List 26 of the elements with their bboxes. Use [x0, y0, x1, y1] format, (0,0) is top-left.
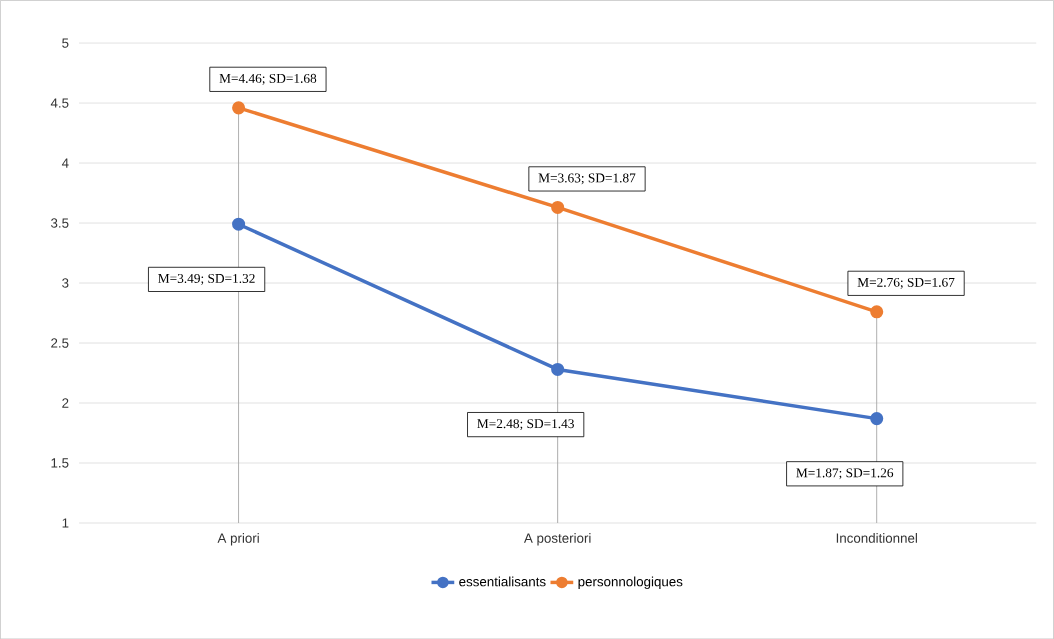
- annotation: M=1.87; SD=1.26: [796, 468, 894, 480]
- annotation: M=4.46; SD=1.68: [219, 73, 317, 85]
- point: [870, 411, 884, 425]
- legend-label: personnologiques: [578, 576, 683, 589]
- y-tick-label: 4: [61, 158, 69, 168]
- y-tick-label: 2: [62, 398, 69, 408]
- annotation: M=2.76; SD=1.67: [857, 277, 955, 289]
- point: [551, 362, 565, 376]
- x-tick-label: Inconditionnel: [836, 532, 917, 543]
- annotation: M=3.49; SD=1.32: [158, 273, 255, 285]
- y-tick-label: 4.5: [50, 98, 69, 108]
- x-tick-label: A posteriori: [523, 532, 591, 546]
- point: [232, 217, 246, 231]
- point: [551, 200, 565, 214]
- annotation: M=2.48; SD=1.43: [477, 418, 574, 430]
- y-tick-label: 5: [62, 38, 69, 48]
- point: [232, 101, 246, 115]
- legend-label: essentialisants: [459, 576, 546, 587]
- y-tick-label: 1.5: [51, 458, 69, 468]
- y-tick-label: 3: [62, 278, 69, 288]
- y-tick-label: 3.5: [50, 218, 69, 228]
- point: [870, 305, 884, 319]
- x-tick-label: A priori: [217, 532, 259, 546]
- y-tick-label: 2.5: [51, 338, 69, 348]
- annotation: M=3.63; SD=1.87: [538, 173, 636, 185]
- y-tick-label: 1: [62, 518, 69, 528]
